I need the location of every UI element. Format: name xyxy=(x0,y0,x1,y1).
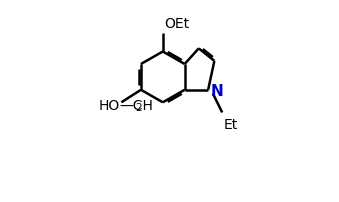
Text: Et: Et xyxy=(224,118,238,132)
Text: —CH: —CH xyxy=(120,99,153,113)
Text: 2: 2 xyxy=(135,103,142,113)
Text: OEt: OEt xyxy=(164,17,190,31)
Text: HO: HO xyxy=(98,99,120,113)
Text: N: N xyxy=(211,84,223,99)
